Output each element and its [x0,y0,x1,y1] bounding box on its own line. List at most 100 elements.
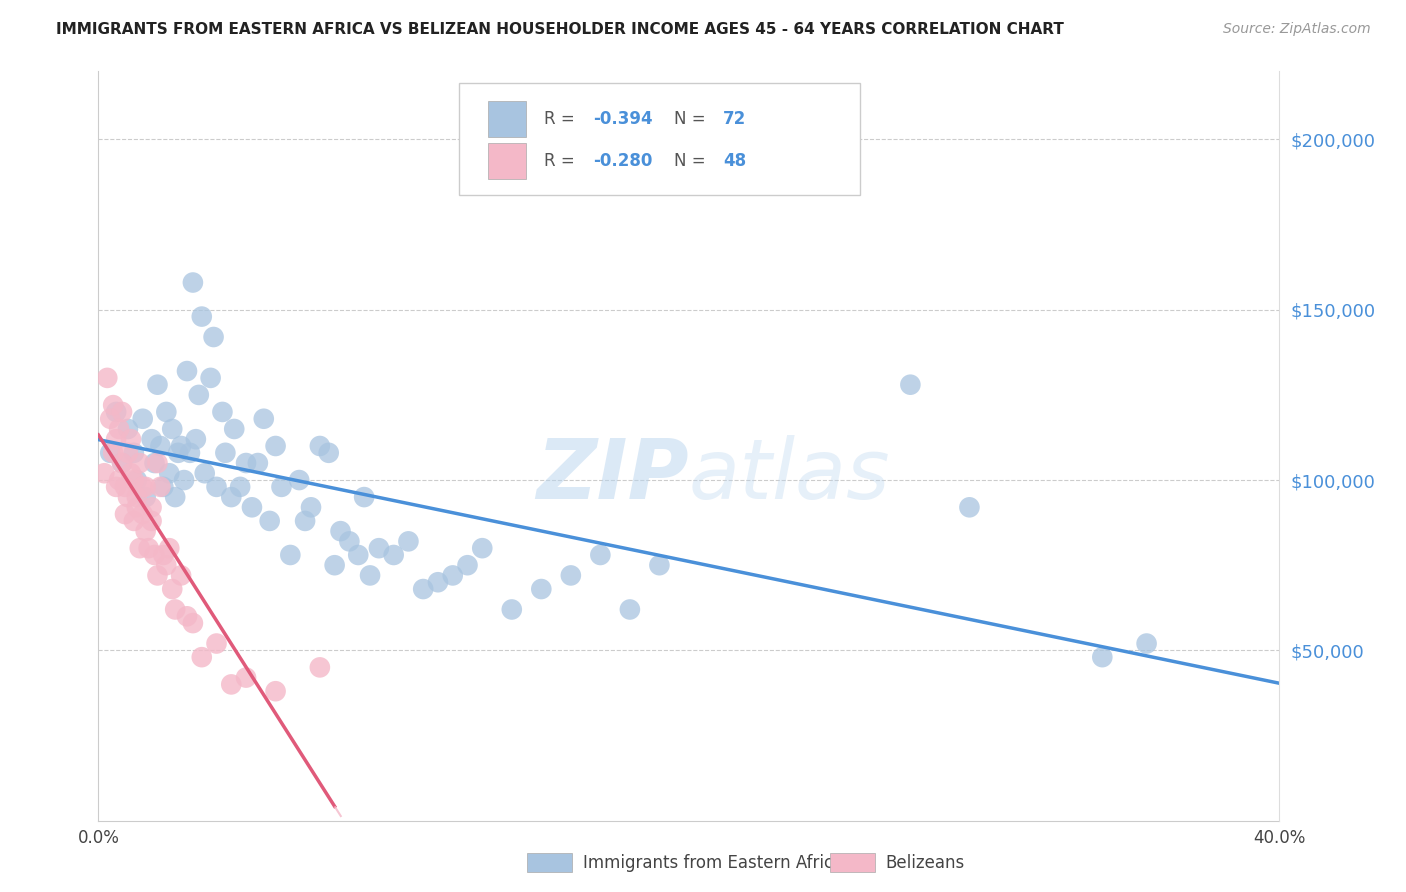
Point [170,439,193,453]
Point [167,446,190,460]
Point [309,439,332,453]
Point [398,534,420,549]
Point [152,548,174,562]
Point [143,456,166,470]
Point [347,548,370,562]
Point [240,500,263,515]
Point [141,432,163,446]
Point [152,480,174,494]
Point [114,480,136,494]
Point [155,405,177,419]
Point [441,568,464,582]
Point [96,371,118,385]
Point [165,602,187,616]
Point [146,456,169,470]
FancyBboxPatch shape [458,83,860,195]
Point [270,480,292,494]
Point [157,541,180,556]
Point [181,276,204,290]
Point [157,467,180,481]
Text: -0.394: -0.394 [593,110,652,128]
Point [146,568,169,582]
Point [368,541,391,556]
Point [900,377,922,392]
Point [135,480,157,494]
Point [323,558,346,573]
Point [187,388,209,402]
Point [191,650,214,665]
Point [560,568,582,582]
Point [264,684,287,698]
Point [155,558,177,573]
Text: Source: ZipAtlas.com: Source: ZipAtlas.com [1223,22,1371,37]
Text: atlas: atlas [689,435,890,516]
Point [132,411,155,425]
Point [959,500,981,515]
Point [176,609,198,624]
Point [294,514,316,528]
Point [179,446,201,460]
Point [114,507,136,521]
Point [162,582,183,596]
Point [162,422,183,436]
Point [457,558,479,573]
Point [339,534,361,549]
Point [501,602,523,616]
Text: 72: 72 [723,110,747,128]
Text: Belizeans: Belizeans [886,854,965,871]
Point [128,541,150,556]
Point [224,422,246,436]
Point [108,473,131,487]
Point [202,330,225,344]
Point [253,411,276,425]
Point [309,660,332,674]
Point [120,432,142,446]
Point [264,439,287,453]
Point [205,636,228,650]
Point [353,490,375,504]
Point [125,473,148,487]
Point [329,524,352,538]
Point [117,446,139,460]
Point [165,490,187,504]
Point [105,480,128,494]
Point [382,548,405,562]
Point [146,377,169,392]
Point [246,456,269,470]
Point [111,456,134,470]
Point [117,422,139,436]
Point [125,500,148,515]
Point [181,616,204,631]
Text: R =: R = [544,110,579,128]
Point [211,405,233,419]
FancyBboxPatch shape [488,144,526,179]
Point [108,422,131,436]
Point [288,473,311,487]
Point [530,582,553,596]
Point [135,490,157,504]
Point [125,490,148,504]
Point [359,568,381,582]
Point [105,432,128,446]
Point [619,602,641,616]
Point [122,446,145,460]
Point [170,568,193,582]
Point [229,480,252,494]
Point [103,398,125,412]
Point [120,467,142,481]
Point [200,371,222,385]
Point [412,582,434,596]
Point [299,500,322,515]
FancyBboxPatch shape [488,101,526,136]
Point [235,671,257,685]
Point [427,575,450,590]
Point [1091,650,1114,665]
Text: ZIP: ZIP [536,435,689,516]
Point [176,364,198,378]
Text: N =: N = [673,110,710,128]
Point [122,514,145,528]
Point [93,467,115,481]
Point [143,548,166,562]
Point [214,446,236,460]
Point [98,446,121,460]
